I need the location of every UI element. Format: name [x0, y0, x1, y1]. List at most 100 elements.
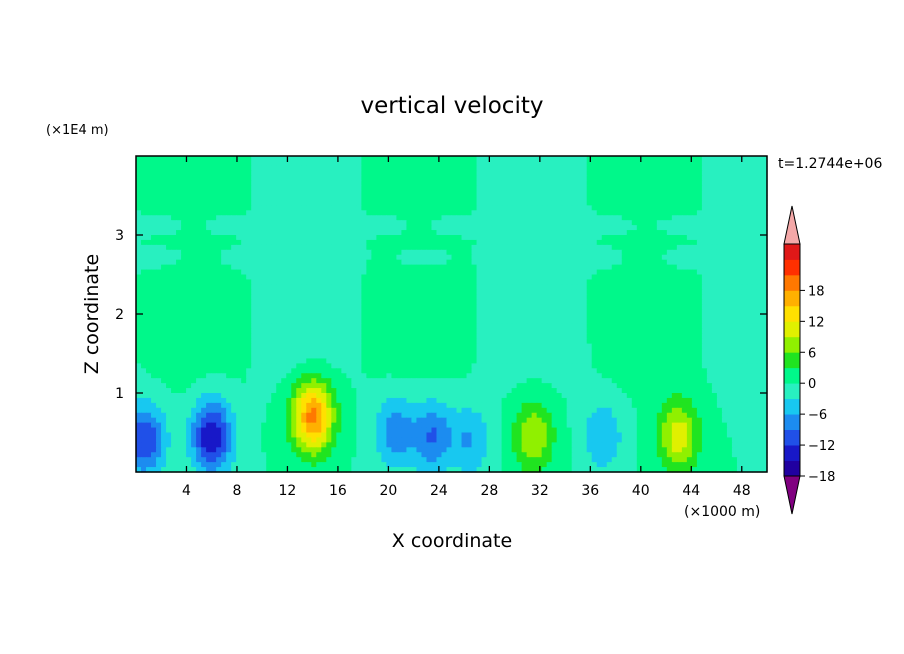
field-cell: [551, 314, 558, 320]
field-cell: [266, 220, 272, 226]
field-cell: [221, 333, 227, 340]
field-cell: [671, 284, 678, 290]
field-cell: [331, 314, 337, 320]
field-cell: [486, 205, 493, 211]
field-cell: [556, 170, 563, 177]
field-cell: [316, 269, 322, 276]
field-cell: [586, 210, 593, 216]
field-cell: [311, 210, 317, 216]
field-cell: [606, 249, 613, 256]
field-cell: [336, 343, 342, 350]
field-cell: [311, 274, 317, 281]
field-cell: [256, 304, 262, 310]
field-cell: [561, 343, 568, 350]
field-cell: [596, 200, 603, 206]
field-cell: [706, 200, 713, 206]
field-cell: [646, 230, 653, 236]
field-cell: [606, 294, 613, 300]
field-cell: [336, 190, 342, 197]
field-cell: [341, 205, 347, 211]
field-cell: [221, 185, 227, 192]
field-cell: [396, 160, 403, 167]
field-cell: [236, 210, 242, 216]
field-cell: [271, 279, 277, 285]
field-cell: [286, 254, 292, 261]
field-cell: [476, 205, 483, 211]
field-cell: [701, 175, 708, 182]
field-cell: [731, 239, 738, 246]
field-cell: [351, 294, 357, 300]
field-cell: [171, 175, 177, 182]
field-cell: [646, 259, 653, 266]
field-cell: [246, 284, 252, 290]
field-cell: [541, 328, 548, 335]
field-cell: [496, 165, 503, 172]
field-cell: [661, 230, 668, 236]
field-cell: [736, 170, 743, 177]
field-cell: [461, 180, 468, 187]
field-cell: [466, 170, 473, 177]
field-cell: [321, 249, 327, 256]
field-cell: [301, 205, 307, 211]
field-cell: [716, 170, 723, 177]
field-cell: [331, 244, 337, 251]
field-cell: [516, 314, 523, 320]
field-cell: [286, 215, 292, 221]
field-cell: [591, 180, 598, 187]
field-cell: [466, 254, 473, 261]
field-cell: [306, 279, 312, 285]
field-cell: [156, 284, 162, 290]
field-cell: [516, 180, 523, 187]
field-cell: [736, 235, 743, 241]
field-cell: [666, 220, 673, 226]
field-cell: [761, 239, 768, 246]
field-cell: [756, 239, 763, 246]
field-cell: [551, 180, 558, 187]
field-cell: [616, 269, 623, 276]
field-cell: [186, 249, 192, 256]
field-cell: [196, 249, 202, 256]
field-cell: [276, 180, 282, 187]
field-cell: [416, 225, 423, 231]
field-cell: [326, 264, 332, 271]
field-cell: [691, 205, 698, 211]
field-cell: [536, 210, 543, 216]
field-cell: [311, 190, 317, 197]
field-cell: [421, 294, 428, 300]
field-cell: [551, 274, 558, 281]
field-cell: [461, 230, 468, 236]
field-cell: [381, 294, 387, 300]
field-cell: [546, 338, 553, 345]
field-cell: [181, 333, 187, 340]
field-cell: [221, 249, 227, 256]
field-cell: [511, 309, 518, 315]
field-cell: [636, 318, 643, 325]
field-cell: [321, 289, 327, 295]
field-cell: [281, 215, 287, 221]
field-cell: [736, 309, 743, 315]
field-cell: [591, 160, 598, 167]
field-cell: [316, 348, 322, 355]
field-cell: [476, 190, 483, 197]
field-cell: [481, 249, 488, 256]
field-cell: [231, 279, 237, 285]
field-cell: [591, 294, 598, 300]
field-cell: [601, 284, 608, 290]
field-cell: [356, 225, 362, 231]
field-cell: [256, 180, 262, 187]
field-cell: [286, 328, 292, 335]
field-cell: [351, 314, 357, 320]
field-cell: [431, 348, 438, 355]
field-cell: [391, 180, 398, 187]
field-cell: [226, 220, 232, 226]
field-cell: [656, 160, 663, 167]
field-cell: [136, 338, 142, 345]
field-cell: [761, 333, 768, 340]
field-cell: [751, 170, 758, 177]
field-cell: [516, 215, 523, 221]
field-cell: [291, 259, 297, 266]
field-cell: [306, 294, 312, 300]
field-cell: [636, 249, 643, 256]
field-cell: [161, 190, 167, 197]
field-cell: [661, 254, 668, 261]
